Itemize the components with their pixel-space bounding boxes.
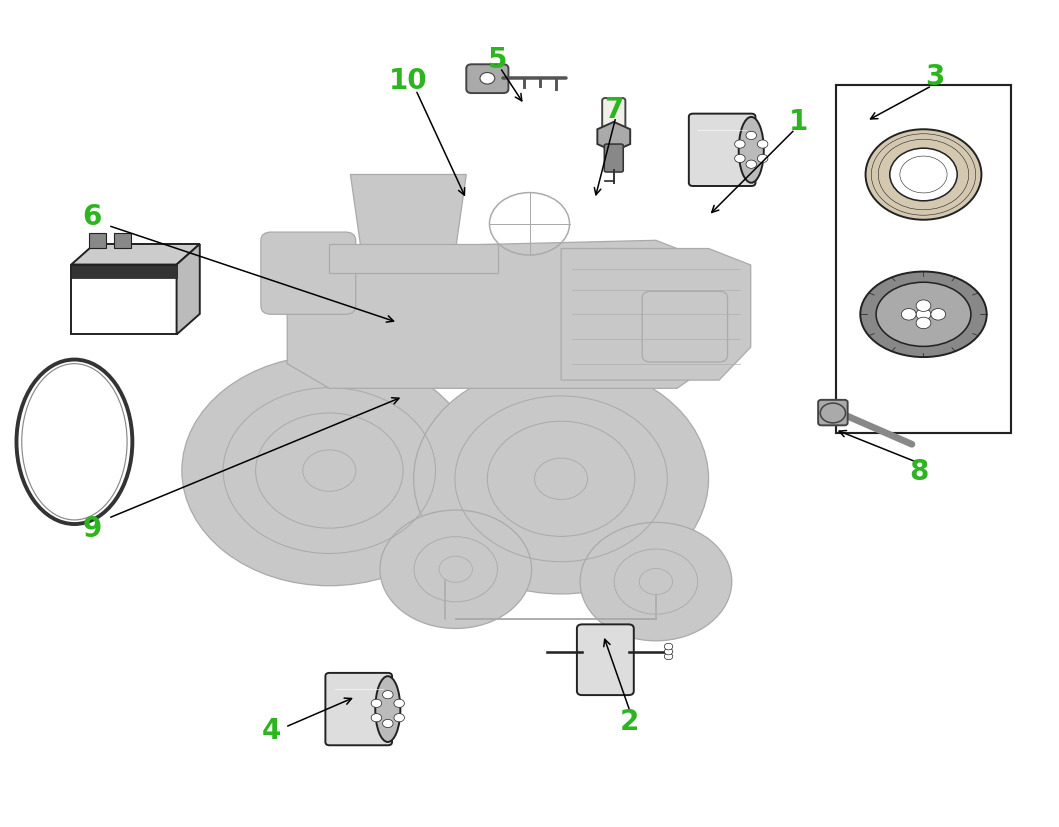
Polygon shape bbox=[329, 245, 498, 274]
Circle shape bbox=[901, 309, 916, 321]
Polygon shape bbox=[351, 175, 466, 249]
Ellipse shape bbox=[739, 117, 764, 184]
Circle shape bbox=[865, 130, 982, 221]
Text: 6: 6 bbox=[83, 203, 102, 231]
Circle shape bbox=[916, 300, 931, 312]
Circle shape bbox=[380, 510, 532, 629]
Text: 2: 2 bbox=[620, 708, 640, 735]
FancyBboxPatch shape bbox=[261, 232, 356, 315]
Circle shape bbox=[535, 458, 588, 500]
Circle shape bbox=[664, 653, 672, 660]
Text: 3: 3 bbox=[926, 63, 945, 91]
Circle shape bbox=[664, 648, 672, 655]
Text: 10: 10 bbox=[389, 67, 428, 95]
Ellipse shape bbox=[876, 283, 971, 347]
Polygon shape bbox=[177, 245, 200, 335]
Circle shape bbox=[757, 155, 768, 164]
Circle shape bbox=[916, 318, 931, 329]
Text: 5: 5 bbox=[488, 46, 507, 74]
Circle shape bbox=[580, 523, 732, 641]
Polygon shape bbox=[561, 249, 751, 380]
Circle shape bbox=[640, 569, 672, 595]
FancyBboxPatch shape bbox=[114, 234, 131, 249]
Polygon shape bbox=[597, 122, 630, 152]
Circle shape bbox=[303, 450, 356, 492]
Text: 1: 1 bbox=[789, 108, 808, 136]
FancyBboxPatch shape bbox=[605, 145, 624, 173]
FancyBboxPatch shape bbox=[577, 624, 633, 696]
Text: 8: 8 bbox=[910, 457, 929, 485]
FancyBboxPatch shape bbox=[71, 265, 177, 279]
Text: 9: 9 bbox=[83, 514, 102, 543]
FancyBboxPatch shape bbox=[89, 234, 106, 249]
Circle shape bbox=[480, 74, 495, 85]
FancyBboxPatch shape bbox=[325, 673, 392, 745]
Circle shape bbox=[382, 691, 393, 699]
Circle shape bbox=[382, 719, 393, 728]
Circle shape bbox=[664, 643, 672, 650]
Circle shape bbox=[371, 700, 381, 708]
Circle shape bbox=[414, 364, 708, 595]
Circle shape bbox=[890, 149, 957, 202]
Polygon shape bbox=[71, 245, 200, 265]
Circle shape bbox=[757, 141, 768, 149]
Text: 7: 7 bbox=[604, 96, 624, 123]
Circle shape bbox=[746, 132, 756, 141]
FancyBboxPatch shape bbox=[603, 99, 626, 136]
Ellipse shape bbox=[375, 676, 400, 742]
FancyBboxPatch shape bbox=[642, 292, 728, 362]
Circle shape bbox=[394, 714, 405, 722]
Ellipse shape bbox=[276, 490, 614, 576]
Circle shape bbox=[371, 714, 381, 722]
Circle shape bbox=[182, 356, 477, 586]
FancyBboxPatch shape bbox=[466, 65, 508, 94]
Circle shape bbox=[746, 161, 756, 169]
Polygon shape bbox=[71, 265, 177, 335]
Ellipse shape bbox=[860, 272, 987, 357]
Ellipse shape bbox=[24, 366, 125, 519]
Circle shape bbox=[735, 141, 746, 149]
FancyBboxPatch shape bbox=[836, 86, 1011, 433]
Polygon shape bbox=[287, 241, 719, 389]
Circle shape bbox=[439, 557, 472, 582]
Text: 4: 4 bbox=[262, 716, 281, 743]
Circle shape bbox=[394, 700, 405, 708]
Circle shape bbox=[735, 155, 746, 164]
Circle shape bbox=[916, 309, 931, 321]
FancyBboxPatch shape bbox=[819, 400, 847, 426]
FancyBboxPatch shape bbox=[688, 114, 755, 187]
Circle shape bbox=[931, 309, 946, 321]
